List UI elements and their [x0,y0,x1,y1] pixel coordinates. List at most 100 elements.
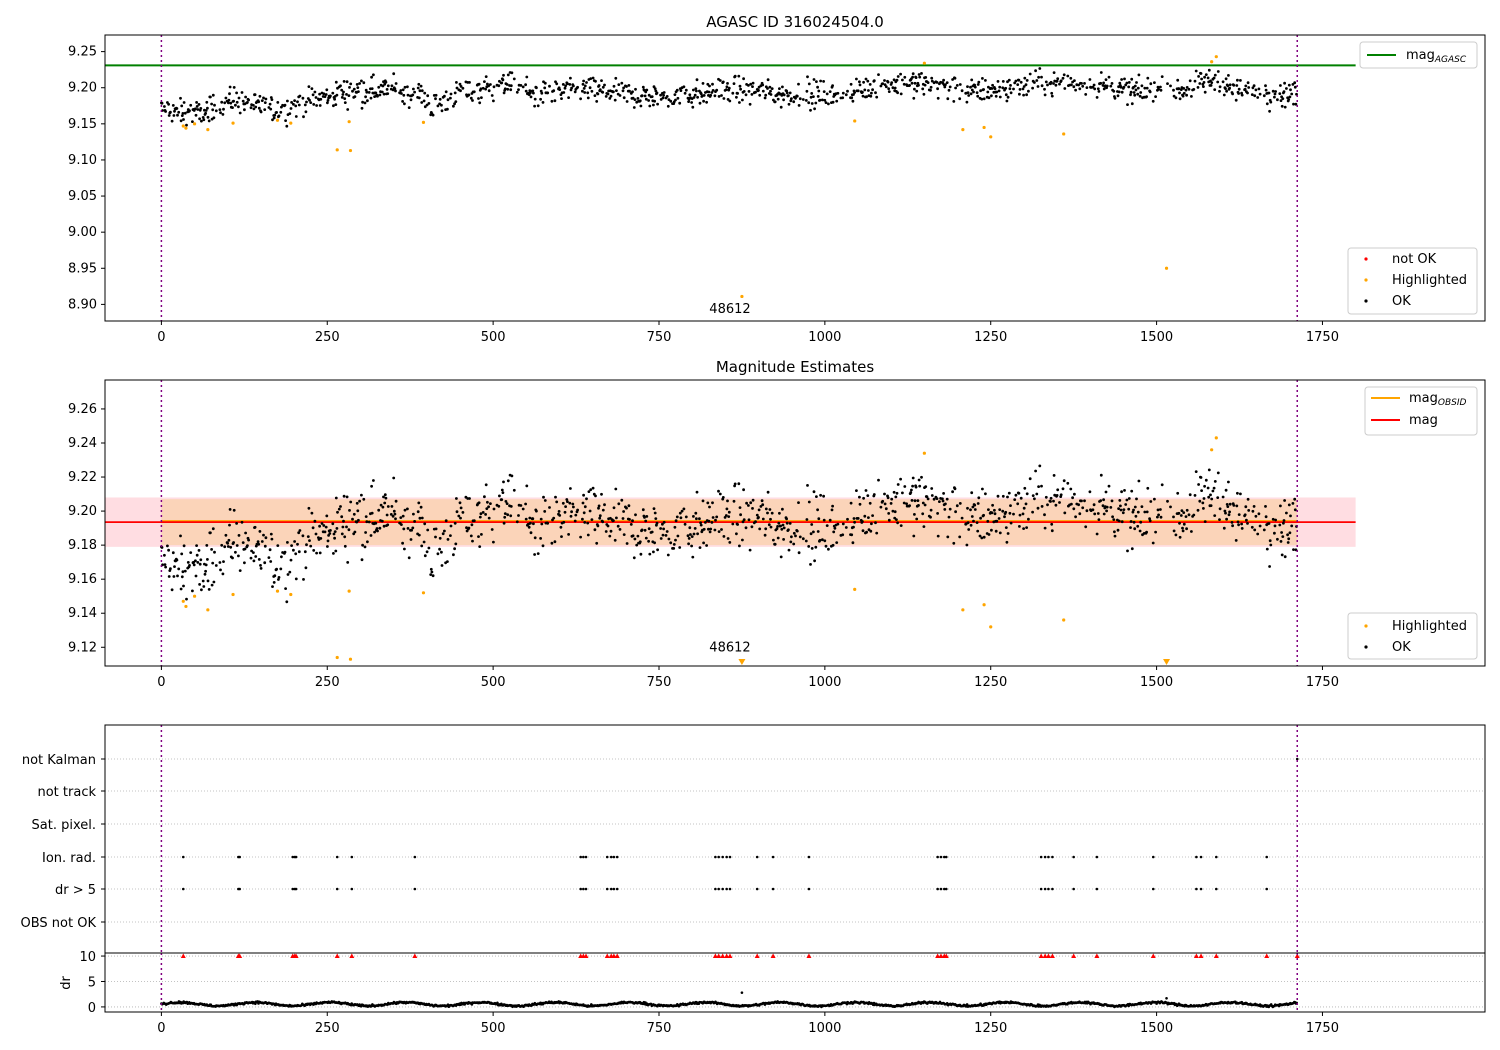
ok-point [1044,80,1048,84]
ok-point [682,85,686,89]
ok-point [382,495,385,499]
ok-point [613,98,617,102]
ok-point [569,514,573,518]
ok-point [645,515,649,518]
ok-point [913,499,917,503]
ok-point [1276,537,1279,541]
ok-point [536,104,540,108]
ok-point [1069,76,1073,80]
ok-point [1267,522,1271,525]
flag-marker [1051,887,1054,891]
ok-point [310,87,314,90]
ok-point [292,548,295,552]
ok-point [1070,502,1073,506]
ok-point [459,506,463,510]
ok-point [562,520,566,524]
ok-point [1110,499,1114,503]
ok-point [975,91,979,94]
ok-point [892,78,896,82]
ok-point [691,105,695,109]
ok-point [218,561,222,564]
legend-label: OK [1392,294,1411,309]
ok-point [1268,539,1272,543]
ok-point [643,94,647,98]
ok-point [1146,486,1150,490]
ok-point [884,85,888,89]
ok-point [331,522,335,526]
ok-point [228,523,231,527]
dr-threshold-marker [1150,953,1156,959]
legend-subscript: OBSID [1438,398,1467,408]
ok-point [640,528,644,532]
ok-point [1110,82,1114,85]
ok-point [357,518,360,522]
ok-point [515,90,519,94]
ok-point [673,525,677,529]
ok-point [477,97,480,100]
ok-point [618,528,622,531]
ok-point [597,504,601,508]
ok-point [625,506,628,510]
ok-point [1014,79,1018,83]
ok-point [699,521,702,525]
ok-point [342,80,346,83]
ok-point [1006,95,1010,99]
ok-point [941,497,944,501]
ok-point [971,505,975,509]
ok-point [1001,86,1005,90]
ok-point [1118,499,1122,502]
ok-point [536,552,540,555]
ok-point [1153,81,1156,84]
ok-point [1084,525,1088,529]
ok-point [993,512,997,516]
ok-point [206,558,209,561]
ok-point [1123,489,1126,492]
ok-point [952,100,956,103]
ok-point [627,504,631,508]
ok-point [1008,87,1012,91]
ok-point [895,518,898,521]
ok-point [205,100,209,104]
p2-xtick-label: 1500 [1140,675,1173,690]
ok-point [455,510,459,514]
ok-point [546,91,550,95]
ok-point [1244,505,1248,509]
ok-point [557,510,561,513]
ok-point [835,99,839,103]
ok-point [366,99,369,103]
ok-point [481,511,485,514]
highlighted-point [1214,436,1218,440]
flag-marker [584,887,588,891]
ok-point [872,493,876,496]
ok-point [386,523,390,527]
ok-point [434,93,438,97]
ok-point [322,92,326,96]
ok-point [384,496,388,500]
ok-point [252,551,255,554]
ok-point [690,101,693,104]
dr-axis-label: dr [59,976,74,990]
ok-point [259,564,262,567]
highlighted-point [922,61,926,65]
ok-point [812,490,816,494]
ok-point [286,541,289,544]
ok-point [744,93,748,97]
ok-point [849,501,853,505]
ok-point [335,93,339,97]
p4-ytick-label: 0 [88,1001,96,1016]
ok-point [1072,507,1076,511]
ok-point [954,86,957,90]
ok-point [199,558,203,562]
ok-point [453,547,456,551]
ok-point [539,97,542,101]
dr-threshold-marker [611,953,617,959]
ok-point [169,567,172,571]
ok-point [1006,532,1010,535]
highlighted-point [184,604,188,609]
ok-point [603,83,606,87]
ok-point [841,96,845,100]
ok-point [1031,510,1034,514]
ok-point [766,78,770,82]
ok-point [828,90,832,93]
ok-point [864,77,868,81]
